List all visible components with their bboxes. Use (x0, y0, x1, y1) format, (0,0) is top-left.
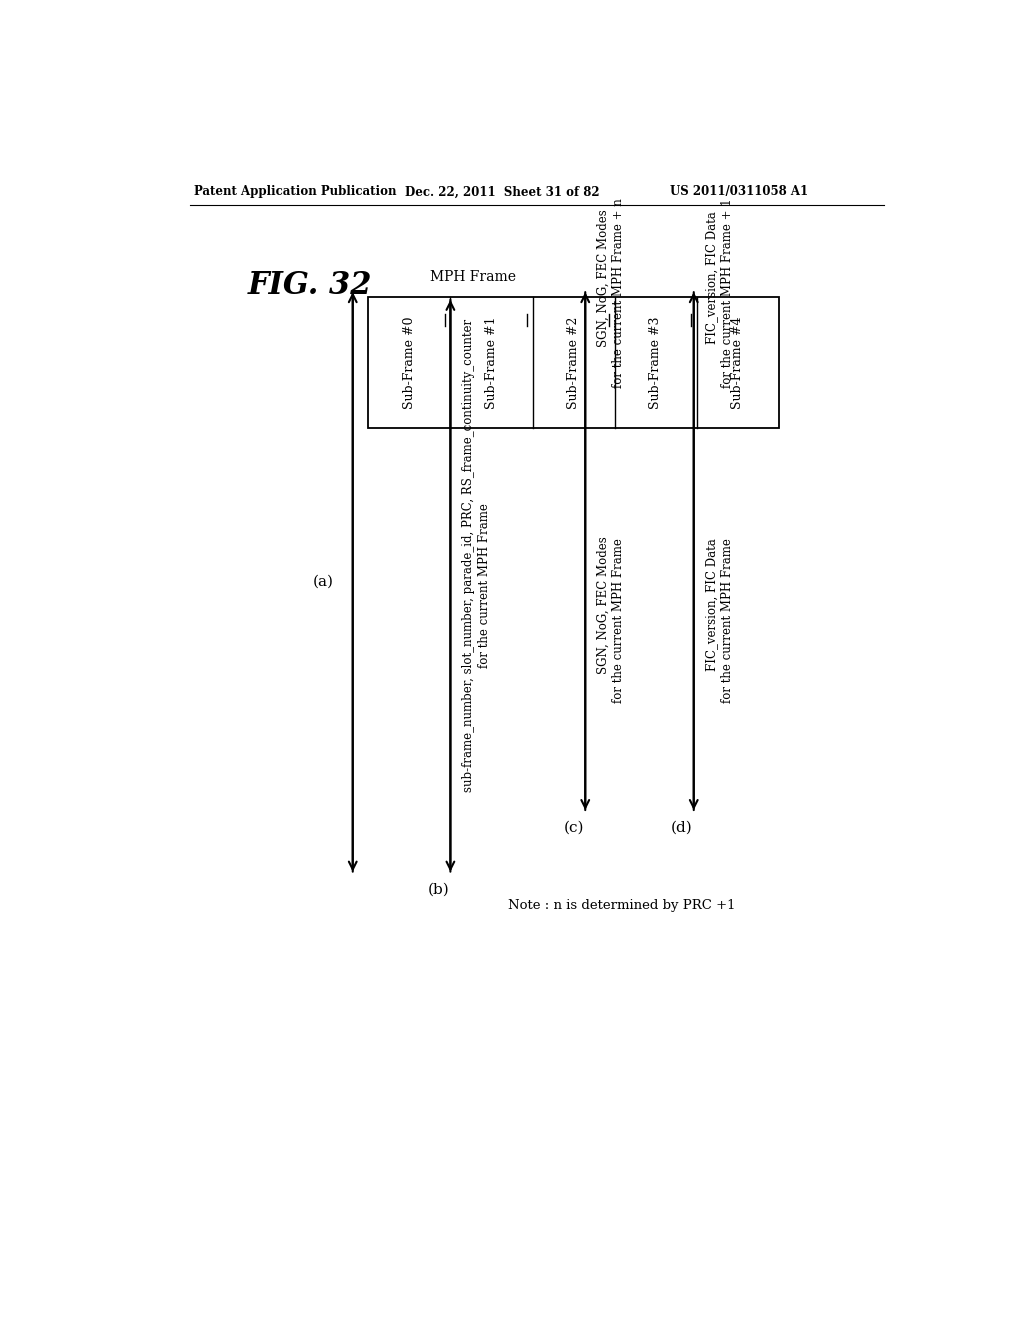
Text: Dec. 22, 2011  Sheet 31 of 82: Dec. 22, 2011 Sheet 31 of 82 (406, 185, 600, 198)
Bar (369, 297, 779, 428)
Text: for the current MPH Frame: for the current MPH Frame (612, 539, 626, 702)
Text: FIC_version, FIC Data: FIC_version, FIC Data (706, 539, 719, 672)
Text: (a): (a) (312, 576, 334, 589)
Text: Note : n is determined by PRC +1: Note : n is determined by PRC +1 (508, 899, 735, 912)
Text: for the current MPH Frame + n: for the current MPH Frame + n (612, 198, 626, 388)
Text: MPH Frame: MPH Frame (430, 271, 516, 284)
Text: Sub-Frame #1: Sub-Frame #1 (485, 317, 498, 409)
Text: for the current MPH Frame: for the current MPH Frame (477, 503, 490, 668)
Text: SGN, NoG, FEC Modes: SGN, NoG, FEC Modes (597, 209, 610, 347)
Text: US 2011/0311058 A1: US 2011/0311058 A1 (671, 185, 809, 198)
Text: Patent Application Publication: Patent Application Publication (194, 185, 396, 198)
Text: FIC_version, FIC Data: FIC_version, FIC Data (706, 211, 719, 345)
Text: for the current MPH Frame: for the current MPH Frame (721, 539, 734, 702)
Text: Sub-Frame #2: Sub-Frame #2 (567, 317, 581, 409)
Text: (b): (b) (428, 882, 450, 896)
Text: (c): (c) (563, 821, 584, 834)
Text: SGN, NoG, FEC Modes: SGN, NoG, FEC Modes (597, 536, 610, 675)
Text: FIG. 32: FIG. 32 (248, 271, 373, 301)
Text: Sub-Frame #4: Sub-Frame #4 (731, 317, 744, 409)
Text: sub-frame_number, slot_number, parade_id, PRC, RS_frame_continuity_counter: sub-frame_number, slot_number, parade_id… (462, 318, 475, 792)
Text: Sub-Frame #3: Sub-Frame #3 (649, 317, 663, 409)
Text: Sub-Frame #0: Sub-Frame #0 (402, 317, 416, 409)
Text: for the current MPH Frame + 1: for the current MPH Frame + 1 (721, 198, 734, 388)
Text: (d): (d) (672, 821, 693, 834)
